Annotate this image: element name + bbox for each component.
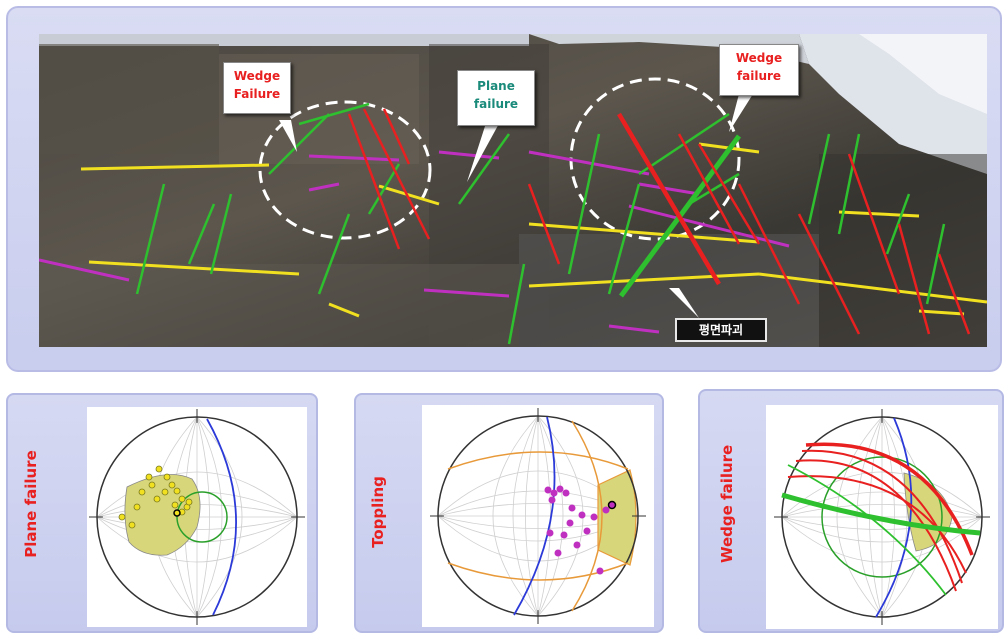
wedge-stereonet-box [766,405,998,629]
wedge-failure-title: Wedge failure [718,444,736,563]
plane-stereonet [89,409,305,625]
toppling-zone [597,469,637,566]
toppling-stereonet-box [422,405,654,627]
toppling-title: Toppling [369,476,387,548]
daylight-envelope [124,474,201,556]
label-line: Plane [477,79,515,93]
slope-great-circle [513,416,556,616]
label-line: failure [473,97,519,111]
toppling-stereonet [430,408,646,624]
label-line: Failure [233,87,281,101]
plane-failure-korean-tag: 평면파괴 [675,318,767,342]
wedge-plane-green [781,492,981,536]
plane-failure-title: Plane failure [22,450,40,558]
friction-cone [176,491,228,543]
label-line: Wedge [233,69,281,83]
wedge-failure-panel: Wedge failure [698,389,1004,633]
plane-failure-label: Plane failure [457,70,535,126]
wedge-stereonet [774,409,990,625]
slope-great-circle [875,417,913,618]
wedge-failure-label-right: Wedge failure [719,44,799,96]
plane-stereonet-box [87,407,307,627]
friction-cone [821,456,943,578]
plane-failure-panel: Plane failure [6,393,318,633]
rock-slope-photo: Wedge Failure Plane failure Wedge failur… [39,34,987,347]
label-line: failure [736,69,782,83]
label-line: Wedge [735,51,783,65]
toppling-panel: Toppling [354,393,664,633]
wedge-zone-left [258,100,432,240]
slope-great-circle [206,418,237,616]
wedge-failure-label-left: Wedge Failure [223,62,291,114]
